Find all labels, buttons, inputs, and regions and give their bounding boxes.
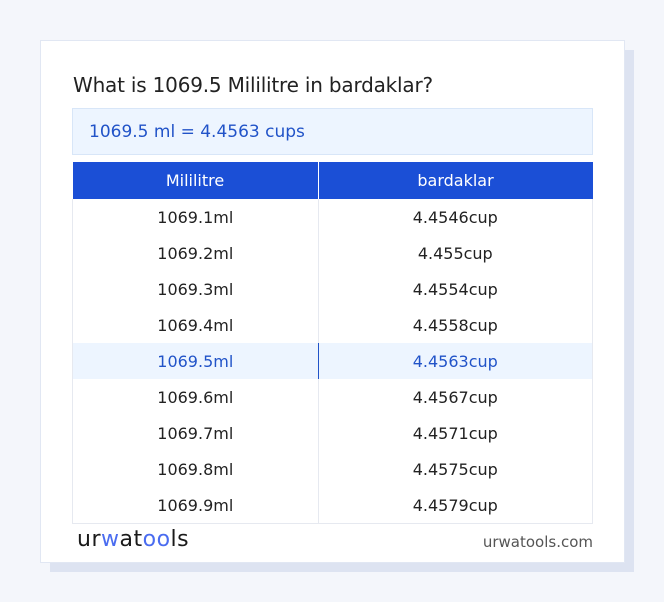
conversion-result: 1069.5 ml = 4.4563 cups	[72, 108, 593, 155]
ml-cell: 1069.5ml	[72, 343, 319, 379]
cups-cell: 4.4546cup	[317, 199, 594, 235]
cups-cell: 4.4558cup	[317, 307, 594, 343]
ml-cell: 1069.4ml	[72, 307, 319, 343]
cups-cell: 4.4554cup	[317, 271, 594, 307]
column-header-mililitre: Mililitre	[72, 162, 319, 199]
ml-cell: 1069.6ml	[72, 379, 319, 415]
table-row: 1069.4ml 4.4558cup	[72, 307, 594, 343]
cups-cell: 4.4563cup	[317, 343, 594, 379]
ml-cell: 1069.2ml	[72, 235, 319, 271]
cups-cell: 4.4575cup	[317, 451, 594, 487]
ml-cell: 1069.1ml	[72, 199, 319, 235]
ml-cell: 1069.8ml	[72, 451, 319, 487]
urwatools-logo: urwatools	[77, 527, 190, 552]
converter-card: What is 1069.5 Mililitre in bardaklar? 1…	[40, 40, 625, 563]
column-header-bardaklar: bardaklar	[318, 162, 593, 199]
cups-cell: 4.4567cup	[317, 379, 594, 415]
ml-cell: 1069.9ml	[72, 487, 319, 524]
ml-cell: 1069.3ml	[72, 271, 319, 307]
cups-cell: 4.4571cup	[317, 415, 594, 451]
table-row: 1069.1ml 4.4546cup	[72, 199, 594, 235]
table-row: 1069.7ml 4.4571cup	[72, 415, 594, 451]
conversion-table: Mililitre bardaklar 1069.1ml 4.4546cup 106…	[72, 162, 594, 524]
table-row: 1069.2ml 4.455cup	[72, 235, 594, 271]
page-title: What is 1069.5 Mililitre in bardaklar?	[73, 73, 433, 97]
table-row: 1069.3ml 4.4554cup	[72, 271, 594, 307]
table-row: 1069.8ml 4.4575cup	[72, 451, 594, 487]
table-row: 1069.9ml 4.4579cup	[72, 487, 594, 524]
site-url: urwatools.com	[482, 533, 593, 551]
table-row: 1069.6ml 4.4567cup	[72, 379, 594, 415]
ml-cell: 1069.7ml	[72, 415, 319, 451]
cups-cell: 4.455cup	[317, 235, 594, 271]
cups-cell: 4.4579cup	[317, 487, 594, 524]
table-row: 1069.5ml 4.4563cup	[72, 343, 594, 379]
